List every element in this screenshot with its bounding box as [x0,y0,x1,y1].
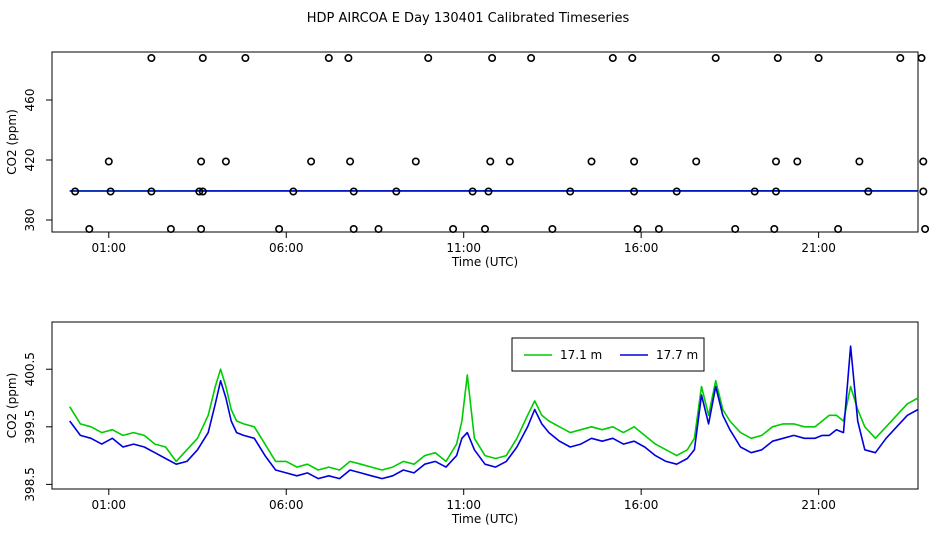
data-point [672,187,681,196]
data-point [374,225,383,234]
data-point [71,187,80,196]
series-line-17-7-m [69,345,919,480]
data-point [834,225,843,234]
y-tick-label: 398.5 [23,467,37,501]
data-point [921,225,930,234]
plot-frame [51,321,919,490]
data-point [814,53,823,62]
data-point [917,53,926,62]
series-line-17-1-m [69,368,919,471]
y-axis-label: CO2 (ppm) [5,373,19,439]
x-tick-label: 01:00 [91,498,126,512]
data-point [633,225,642,234]
data-point [241,53,250,62]
x-tick-label: 16:00 [624,241,659,255]
data-point [548,225,557,234]
data-point [692,157,701,166]
x-tick-label: 21:00 [801,241,836,255]
y-axis-label: CO2 (ppm) [5,109,19,175]
y-tick-label: 380 [23,209,37,232]
data-point [480,225,489,234]
data-point [488,53,497,62]
y-tick-label: 420 [23,149,37,172]
data-point [484,187,493,196]
legend-entry: 17.1 m [560,348,602,362]
data-point [85,225,94,234]
data-point [731,225,740,234]
data-point [771,187,780,196]
data-point [711,53,720,62]
data-point [770,225,779,234]
data-point [449,225,458,234]
data-point [468,187,477,196]
data-point [197,225,206,234]
x-tick-label: 06:00 [269,241,304,255]
legend-entry: 17.7 m [656,348,698,362]
data-point [424,53,433,62]
data-point [198,187,207,196]
data-point [896,53,905,62]
data-point [630,187,639,196]
data-point [628,53,637,62]
y-tick-label: 399.5 [23,410,37,444]
data-point [630,157,639,166]
data-point [919,187,928,196]
data-point [750,187,759,196]
figure-title: HDP AIRCOA E Day 130401 Calibrated Times… [307,11,630,26]
x-tick-label: 21:00 [801,498,836,512]
data-point [411,157,420,166]
x-axis-label: Time (UTC) [451,255,518,269]
x-tick-label: 16:00 [624,498,659,512]
data-point [773,53,782,62]
data-point [346,157,355,166]
data-point [104,157,113,166]
data-point [486,157,495,166]
data-point [221,157,230,166]
data-point [324,53,333,62]
x-axis-label: Time (UTC) [451,512,518,526]
bottom-panel: 01:00 06:00 11:00 16:00 21:00 398.5 399.5 400.5… [5,321,919,526]
data-point [106,187,115,196]
data-point [919,157,928,166]
data-point [793,157,802,166]
data-point [855,157,864,166]
data-point [392,187,401,196]
data-point [195,187,204,196]
data-point [587,157,596,166]
plot-frame [51,51,919,233]
y-tick-label: 460 [23,89,37,112]
data-point [349,225,358,234]
data-point [344,53,353,62]
data-point [275,225,284,234]
data-point [771,157,780,166]
data-point [166,225,175,234]
data-point [147,53,156,62]
data-point [505,157,514,166]
data-point [654,225,663,234]
data-point [527,53,536,62]
x-tick-label: 01:00 [91,241,126,255]
data-point [566,187,575,196]
x-tick-label: 11:00 [446,241,481,255]
data-point [197,157,206,166]
x-tick-label: 06:00 [269,498,304,512]
data-point [307,157,316,166]
data-point [608,53,617,62]
data-point [349,187,358,196]
top-panel: 01:00 06:00 11:00 16:00 21:00 380 420 460 Time (… [5,51,930,269]
data-point [198,53,207,62]
data-point [289,187,298,196]
x-tick-label: 11:00 [446,498,481,512]
y-tick-label: 400.5 [23,352,37,386]
data-point [147,187,156,196]
data-point [864,187,873,196]
